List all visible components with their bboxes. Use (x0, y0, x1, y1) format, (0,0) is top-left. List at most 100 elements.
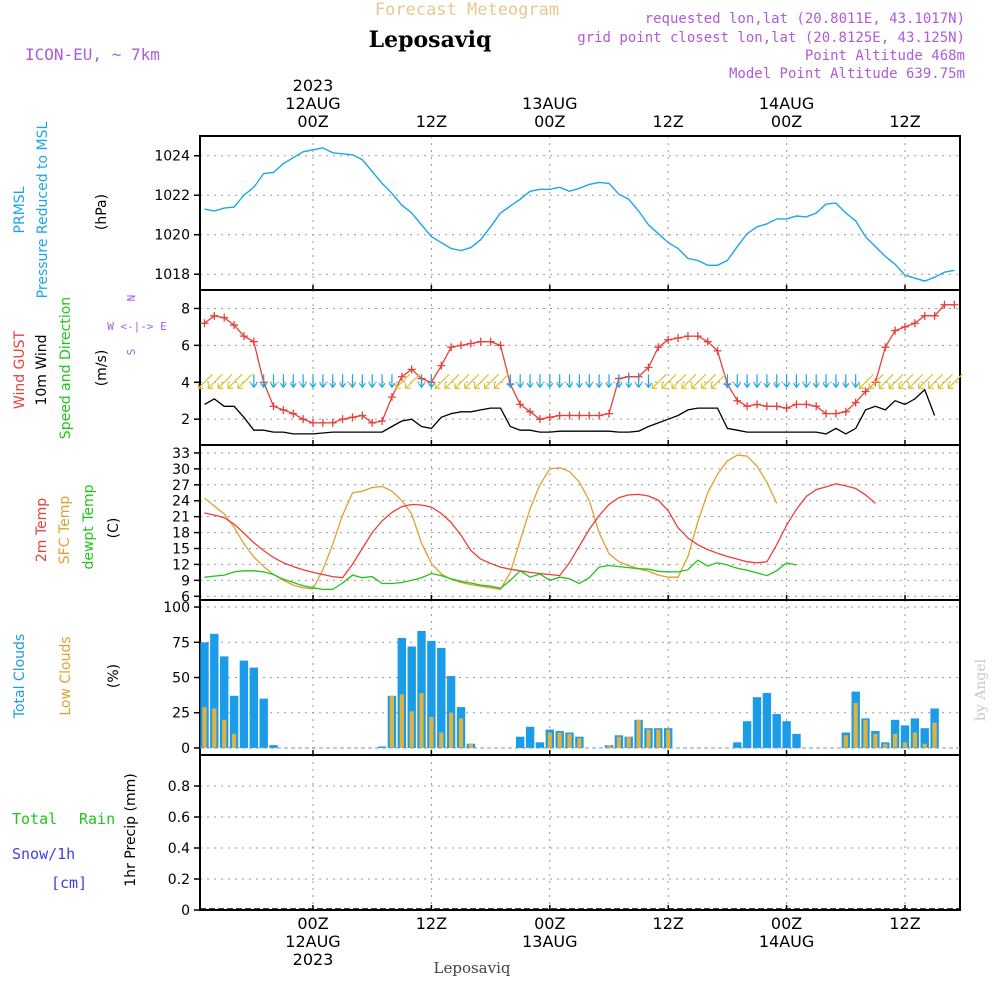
pressure-labels: PRMSL Pressure Reduced to MSL (hPa) (12, 121, 110, 298)
wind-direction-arrow (822, 374, 830, 389)
wind-label: 10m Wind (34, 334, 50, 405)
requested-coords: requested lon,lat (20.8011E, 43.1017N) (645, 11, 965, 27)
time-label-bottom: 00Z (534, 914, 565, 933)
wind-direction-arrow (651, 373, 667, 389)
total-cloud-bar (733, 742, 742, 748)
wind-series-line (204, 388, 936, 435)
gust-point-marker (466, 339, 475, 348)
wind-direction-arrow (733, 374, 741, 389)
gust-point-marker (664, 335, 673, 344)
gust-point-marker (654, 343, 663, 352)
time-label-top: 12Z (653, 112, 684, 131)
gust-point-marker (457, 341, 465, 350)
wind-direction-arrow (928, 373, 944, 389)
wind-direction-arrow (575, 374, 583, 389)
wind-direction-arrow (546, 374, 554, 389)
low-cloud-bar (202, 707, 207, 748)
pressure-panel: 1018 1020 1022 1024 (154, 135, 961, 291)
wind-direction-arrow (812, 374, 820, 389)
sfc-temp-series-line (204, 454, 778, 591)
wind-direction-arrow (329, 374, 337, 389)
gust-point-marker (230, 321, 239, 330)
wind-direction-arrow (585, 374, 593, 389)
pressure-label-1: PRMSL (12, 186, 28, 233)
gust-point-marker (387, 393, 396, 402)
wind-unit: (m/s) (94, 350, 110, 387)
total-cloud-bar (516, 736, 525, 748)
total-cloud-bar (446, 676, 456, 748)
gust-point-marker (851, 398, 860, 407)
wind-direction-arrow (947, 373, 963, 389)
y-tick-label: 27 (172, 478, 190, 494)
gust-point-marker (772, 402, 781, 411)
time-label-top: 14AUG (759, 94, 814, 113)
temp-labels: 2m Temp SFC Temp dewpt Temp (C) (34, 484, 122, 569)
gust-point-marker (930, 311, 939, 320)
wind-direction-arrow (217, 373, 233, 389)
y-tick-label: 9 (181, 573, 190, 589)
wind-direction-arrow (474, 373, 490, 389)
wind-direction-arrow (723, 374, 731, 389)
gust-point-marker (861, 387, 870, 396)
wind-direction-arrow (691, 373, 707, 389)
low-cloud-bar (932, 722, 937, 748)
gust-label: Wind GUST (12, 330, 28, 409)
low-cloud-bar (557, 732, 562, 748)
low-cloud-bar (449, 712, 454, 748)
wind-direction-arrow (299, 374, 307, 389)
y-tick-label: 1020 (154, 228, 190, 244)
precip-axis-label: 1hr Precip (mm) (123, 773, 139, 886)
wind-dir-label: Speed and Direction (58, 297, 74, 439)
wind-direction-arrow (197, 373, 213, 389)
compass-row: W <-|-> E (107, 320, 167, 333)
gust-point-marker (644, 363, 653, 372)
y-tick-label: 18 (172, 526, 190, 542)
time-label-bottom: 2023 (293, 950, 334, 969)
y-tick-label: 6 (181, 338, 190, 354)
time-label-top: 2023 (293, 76, 334, 95)
y-tick-label: 0 (181, 741, 190, 757)
time-label-bottom: 14AUG (759, 932, 814, 951)
y-tick-label: 12 (172, 557, 190, 573)
wind-direction-arrow (237, 373, 253, 389)
gust-point-marker (703, 337, 712, 346)
gust-point-marker (299, 415, 308, 424)
gust-point-marker (891, 326, 900, 335)
y-tick-label: 1018 (154, 267, 190, 283)
gust-point-marker (555, 411, 564, 420)
snow-label: Snow/1h (12, 845, 75, 863)
wind-direction-arrow (493, 373, 509, 389)
gust-point-marker (496, 341, 505, 350)
wind-direction-arrow (701, 373, 717, 389)
time-label-bottom: 12Z (889, 914, 920, 933)
total-cloud-bar (220, 656, 229, 748)
dewpt-series-line (204, 559, 797, 591)
time-label-bottom: 00Z (297, 914, 328, 933)
low-cloud-bar (606, 745, 612, 748)
y-tick-label: 0.4 (168, 841, 190, 857)
total-cloud-bar (200, 642, 209, 748)
credit-label: by Angel (973, 658, 989, 721)
gust-point-marker (358, 411, 367, 420)
y-tick-label: 75 (172, 635, 190, 651)
low-cloud-bar (567, 733, 572, 748)
wind-direction-arrow (802, 374, 810, 389)
gust-point-marker (447, 343, 456, 352)
low-cloud-bar (843, 735, 848, 748)
y-tick-label: 1024 (154, 149, 190, 165)
low-cloud-bar (577, 738, 582, 748)
low-cloud-bar (399, 694, 404, 748)
low-cloud-bar (419, 693, 424, 748)
model-altitude: Model Point Altitude 639.75m (729, 66, 965, 82)
wind-direction-arrow (644, 374, 652, 389)
gust-point-marker (279, 405, 288, 414)
wind-direction-arrow (566, 374, 574, 389)
panel-frame (199, 754, 961, 911)
panel-frame (199, 444, 961, 601)
wind-direction-arrow (763, 374, 771, 389)
total-cloud-bar (407, 646, 416, 748)
wind-direction-arrow (405, 373, 421, 389)
gust-point-marker (348, 413, 357, 422)
